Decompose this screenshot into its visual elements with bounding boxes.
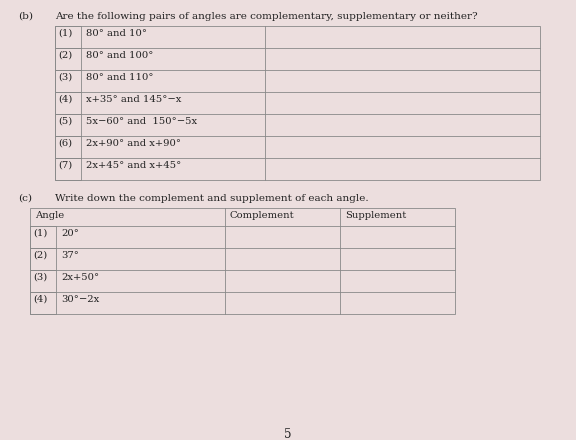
Bar [55,136,81,158]
Text: 2x+90° and x+90°: 2x+90° and x+90° [86,139,181,148]
Text: 5x−60° and  150°−5x: 5x−60° and 150°−5x [86,117,197,126]
Text: (2): (2) [33,251,47,260]
Text: 20°: 20° [61,229,79,238]
Bar [55,26,81,48]
Text: (3): (3) [58,73,72,82]
Bar [30,270,56,292]
Text: (1): (1) [58,29,73,38]
Text: Angle: Angle [35,211,65,220]
Text: 80° and 10°: 80° and 10° [86,29,147,38]
Bar [55,26,540,180]
Text: 80° and 100°: 80° and 100° [86,51,153,60]
Bar [30,292,56,314]
Bar [30,226,56,248]
Bar [55,48,81,70]
Text: x+35° and 145°−x: x+35° and 145°−x [86,95,181,104]
Text: Write down the complement and supplement of each angle.: Write down the complement and supplement… [55,194,369,203]
Text: (7): (7) [58,161,72,170]
Text: (c): (c) [18,194,32,203]
Text: (6): (6) [58,139,72,148]
Text: Complement: Complement [230,211,295,220]
Text: 2x+45° and x+45°: 2x+45° and x+45° [86,161,181,170]
Text: 80° and 110°: 80° and 110° [86,73,153,82]
Bar [30,208,455,314]
Text: (2): (2) [58,51,72,60]
Text: 37°: 37° [61,251,79,260]
Text: 30°−2x: 30°−2x [61,295,99,304]
Bar [30,248,56,270]
Text: Supplement: Supplement [345,211,406,220]
Bar [55,92,81,114]
Text: 2x+50°: 2x+50° [61,273,99,282]
Text: (4): (4) [33,295,47,304]
Text: (3): (3) [33,273,47,282]
Text: (b): (b) [18,12,33,21]
Text: (4): (4) [58,95,73,104]
Bar [55,158,81,180]
Text: (5): (5) [58,117,72,126]
Text: Are the following pairs of angles are complementary, supplementary or neither?: Are the following pairs of angles are co… [55,12,478,21]
Bar [55,70,81,92]
Text: (1): (1) [33,229,47,238]
Text: 5: 5 [284,428,292,440]
Bar [55,114,81,136]
